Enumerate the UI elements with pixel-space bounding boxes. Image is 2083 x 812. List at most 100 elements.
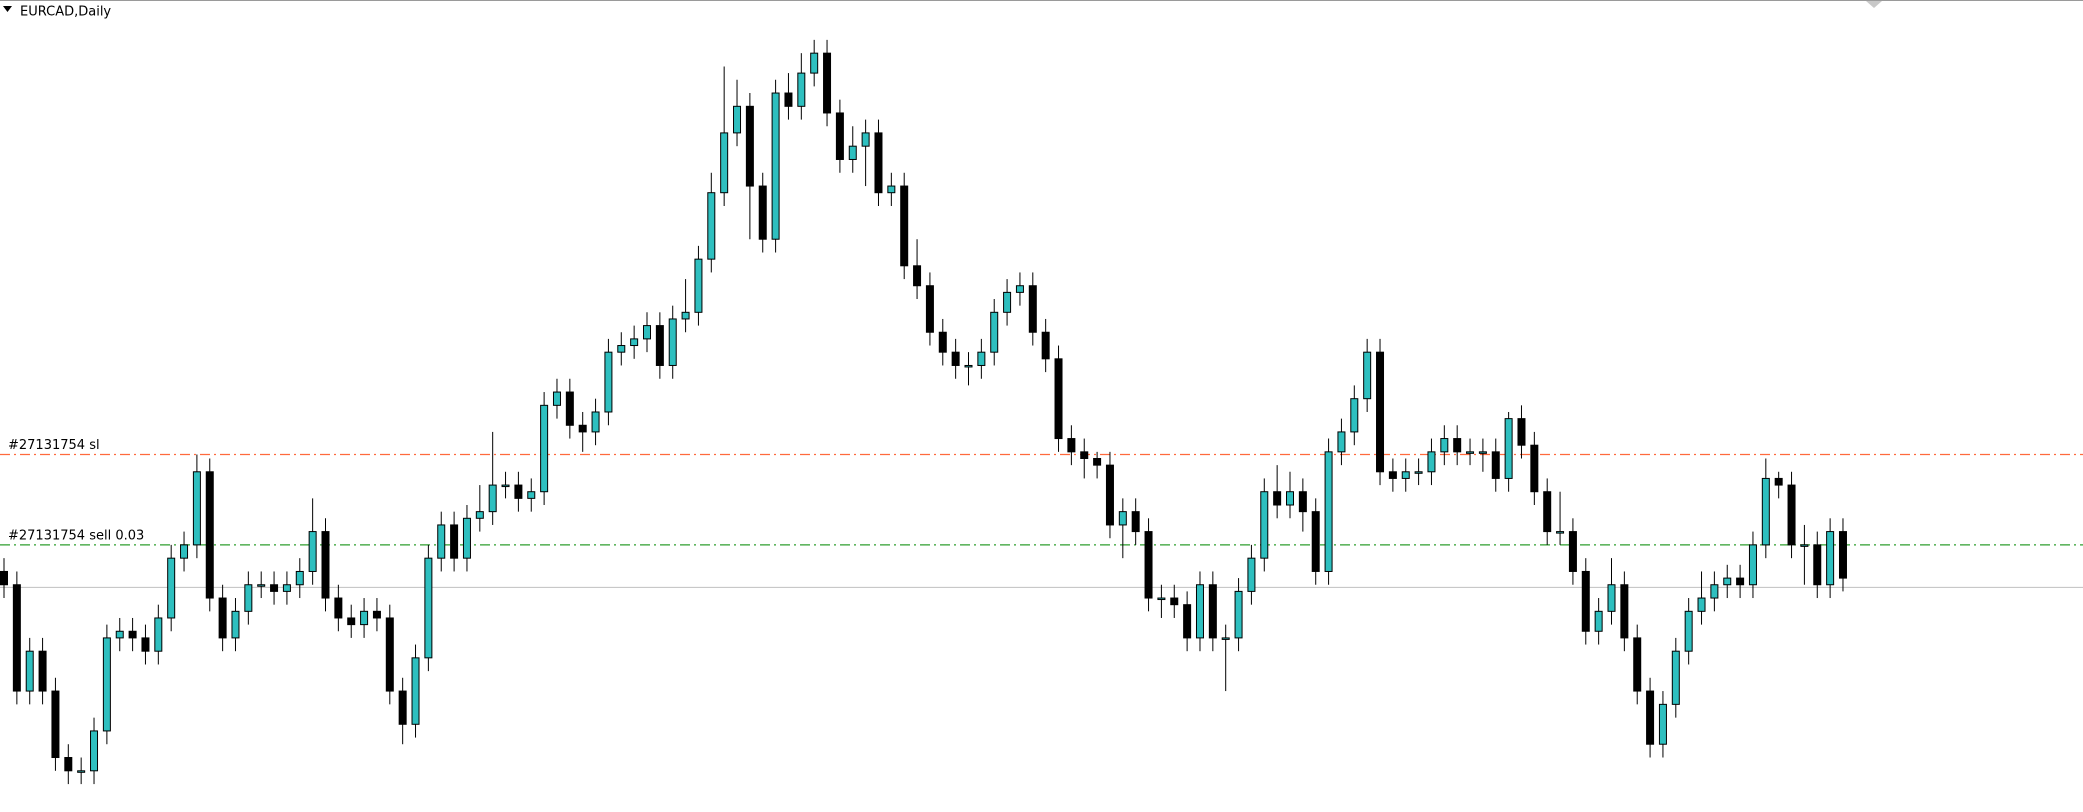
- candle-body: [1568, 531, 1577, 572]
- candle-body: [1710, 584, 1719, 599]
- candle-body: [874, 132, 883, 194]
- candle-body: [1363, 351, 1372, 400]
- candle-body: [12, 584, 21, 692]
- candle-body: [1517, 418, 1526, 446]
- candle-body: [835, 112, 844, 160]
- candle-body: [0, 570, 8, 586]
- candle-body: [398, 690, 407, 725]
- candle-body: [1118, 511, 1127, 526]
- candle-body: [1170, 597, 1179, 606]
- candle-body: [1260, 491, 1269, 559]
- candle-body: [1761, 477, 1770, 546]
- candle-body: [913, 265, 922, 287]
- candle-body: [1453, 438, 1462, 453]
- candle-body: [707, 192, 716, 260]
- candle-body: [900, 185, 909, 267]
- candle-body: [1414, 471, 1423, 474]
- candle-body: [462, 517, 471, 559]
- candle-body: [655, 325, 664, 366]
- candle-body: [128, 630, 137, 639]
- candle-body: [334, 597, 343, 619]
- candle-body: [1337, 431, 1346, 453]
- candle-body: [604, 351, 613, 413]
- candle-body: [540, 404, 549, 493]
- candle-body: [205, 471, 214, 599]
- candle-body: [1427, 451, 1436, 473]
- candle-body: [1131, 511, 1140, 533]
- candle-body: [231, 610, 240, 639]
- candle-body: [1028, 285, 1037, 333]
- candle-body: [102, 637, 111, 732]
- candle-body: [1067, 438, 1076, 453]
- candle-body: [745, 105, 754, 187]
- candle-body: [527, 491, 536, 499]
- candle-body: [1234, 590, 1243, 639]
- candle-body: [1208, 584, 1217, 639]
- candle-body: [192, 471, 201, 546]
- candle-body: [1440, 438, 1449, 453]
- candle-body: [1195, 584, 1204, 639]
- candle-body: [257, 584, 266, 587]
- candle-body: [1787, 484, 1796, 546]
- candle-body: [488, 484, 497, 513]
- candle-body: [77, 770, 86, 773]
- candle-body: [424, 557, 433, 659]
- candle-body: [295, 570, 304, 586]
- candle-body: [321, 531, 330, 599]
- candle-body: [450, 524, 459, 559]
- candle-body: [1504, 418, 1513, 479]
- candle-body: [643, 325, 651, 340]
- candle-body: [167, 557, 176, 619]
- candle-body: [1324, 451, 1333, 572]
- candle-body: [180, 544, 189, 559]
- candle-body: [1093, 457, 1102, 466]
- candle-body: [1273, 491, 1282, 506]
- candle-body: [823, 52, 832, 114]
- candle-body: [630, 338, 639, 347]
- candle-body: [990, 311, 999, 353]
- candle-body: [938, 331, 947, 353]
- candle-body: [1054, 358, 1063, 440]
- candle-body: [1813, 544, 1822, 586]
- candle-body: [1826, 531, 1835, 586]
- candle-body: [1286, 491, 1294, 506]
- candle-body: [308, 531, 317, 572]
- chart-title: EURCAD,Daily: [20, 5, 111, 20]
- candle-body: [797, 72, 806, 107]
- candle-body: [1183, 604, 1192, 639]
- candle-body: [1080, 451, 1089, 459]
- candle-body: [1581, 570, 1590, 632]
- candle-body: [1800, 544, 1809, 547]
- candle-body: [1298, 491, 1307, 513]
- candle-body: [810, 52, 819, 74]
- candle-body: [372, 610, 381, 619]
- candle-body: [1607, 584, 1616, 612]
- candle-body: [1247, 557, 1256, 592]
- candle-body: [1620, 584, 1629, 639]
- candle-body: [347, 617, 356, 626]
- candle-body: [1671, 650, 1680, 705]
- candle-body: [475, 511, 484, 519]
- candle-body: [1736, 577, 1745, 586]
- candle-body: [848, 145, 857, 160]
- candle-body: [501, 484, 510, 488]
- candle-body: [411, 657, 420, 725]
- candle-body: [1530, 444, 1539, 493]
- candle-body: [720, 132, 729, 194]
- candle-body: [1633, 637, 1642, 692]
- candle-body: [115, 630, 124, 639]
- candle-body: [591, 411, 600, 433]
- candle-body: [154, 617, 163, 652]
- order-level-label: #27131754 sell 0.03: [8, 528, 144, 543]
- candle-body: [617, 345, 626, 353]
- collapse-arrow[interactable]: [3, 6, 12, 12]
- candle-body: [1748, 544, 1757, 586]
- candle-body: [1646, 690, 1655, 745]
- candle-body: [141, 637, 150, 652]
- candle-body: [1684, 610, 1693, 652]
- candle-body: [282, 584, 291, 592]
- candle-body: [1105, 464, 1114, 526]
- candle-body: [1376, 351, 1385, 473]
- candle-body: [1157, 597, 1166, 601]
